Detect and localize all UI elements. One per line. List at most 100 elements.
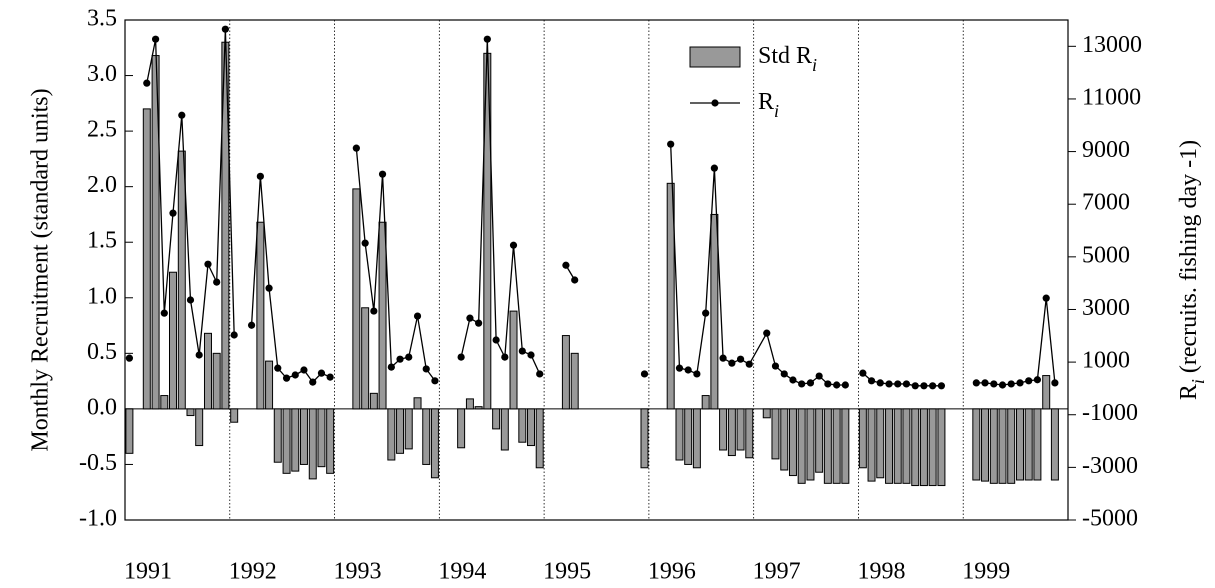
bar — [299, 408, 308, 465]
bar — [928, 408, 937, 487]
point — [431, 377, 439, 385]
legend-label: Std Ri — [758, 43, 817, 76]
bar — [806, 408, 815, 481]
point — [274, 364, 282, 372]
point — [282, 374, 291, 382]
x-tick-label: 1998 — [857, 559, 905, 585]
bar — [492, 408, 501, 430]
point — [204, 260, 212, 268]
bar — [168, 271, 177, 410]
bar — [989, 408, 998, 484]
point — [291, 371, 299, 379]
x-tick-label: 1995 — [543, 559, 591, 585]
y2-tick-label: 5000 — [1082, 242, 1130, 268]
point — [527, 351, 535, 359]
point — [710, 164, 718, 172]
point — [736, 355, 745, 363]
point — [902, 380, 911, 388]
bar — [387, 408, 396, 461]
point — [483, 35, 491, 43]
bar — [352, 188, 361, 410]
point — [125, 354, 134, 362]
bar — [1042, 375, 1051, 410]
bar — [893, 408, 902, 484]
x-tick-label: 1992 — [229, 559, 277, 585]
point — [937, 382, 946, 390]
point — [1033, 376, 1042, 384]
point — [475, 319, 483, 327]
y2-tick-label: 1000 — [1082, 348, 1130, 374]
point — [675, 364, 684, 372]
bar — [919, 408, 928, 487]
bar — [474, 406, 483, 410]
y-tick-label: 0.0 — [87, 394, 117, 420]
bar — [701, 395, 710, 410]
x-tick-label: 1991 — [124, 559, 172, 585]
point — [413, 312, 422, 320]
plot-frame — [124, 19, 1069, 521]
bar — [308, 408, 317, 480]
y2-tick-label: -3000 — [1082, 453, 1138, 479]
y2-tick-label: 7000 — [1082, 190, 1130, 216]
point — [169, 209, 177, 217]
point — [571, 276, 579, 284]
point — [509, 241, 518, 249]
x-tick-label: 1999 — [962, 559, 1010, 585]
bar — [902, 408, 911, 484]
bar — [203, 332, 212, 410]
point — [745, 360, 753, 368]
point — [841, 381, 849, 389]
bar — [867, 408, 876, 482]
bar — [561, 335, 570, 410]
bar — [981, 408, 990, 482]
y2-tick-label: -5000 — [1082, 506, 1138, 532]
bar — [230, 408, 239, 423]
y-tick-label: 3.5 — [87, 6, 117, 32]
point — [789, 376, 797, 384]
point — [492, 336, 500, 344]
bar — [413, 397, 422, 410]
bar — [326, 408, 335, 474]
bar — [500, 408, 509, 451]
point — [885, 380, 893, 388]
bar — [797, 408, 806, 484]
point — [667, 140, 675, 148]
bar — [727, 408, 736, 457]
legend-marker — [711, 99, 719, 107]
bar — [265, 360, 274, 410]
y2-tick-label: 3000 — [1082, 295, 1130, 321]
bar — [710, 213, 719, 410]
point — [256, 172, 264, 180]
point — [998, 381, 1007, 389]
point — [195, 351, 203, 359]
bar — [527, 408, 536, 447]
point — [894, 380, 902, 388]
point — [824, 380, 832, 388]
bar — [692, 408, 701, 469]
bar — [666, 182, 675, 410]
bar — [788, 408, 797, 477]
point — [221, 25, 229, 33]
series-line — [146, 29, 1056, 387]
point — [501, 353, 509, 361]
point — [151, 35, 160, 43]
point — [771, 362, 780, 370]
point — [920, 382, 928, 390]
point — [396, 355, 404, 363]
bar — [282, 408, 291, 474]
y-tick-label: 3.0 — [87, 61, 117, 87]
bar — [422, 408, 431, 465]
point — [911, 382, 919, 390]
bar — [291, 408, 300, 472]
bar — [998, 408, 1007, 484]
point — [422, 365, 430, 373]
point — [780, 370, 788, 378]
point — [536, 370, 544, 378]
bar — [771, 408, 780, 460]
bar — [369, 392, 378, 410]
point — [309, 378, 317, 386]
point — [370, 307, 378, 315]
y2-tick-label: 13000 — [1082, 32, 1142, 58]
